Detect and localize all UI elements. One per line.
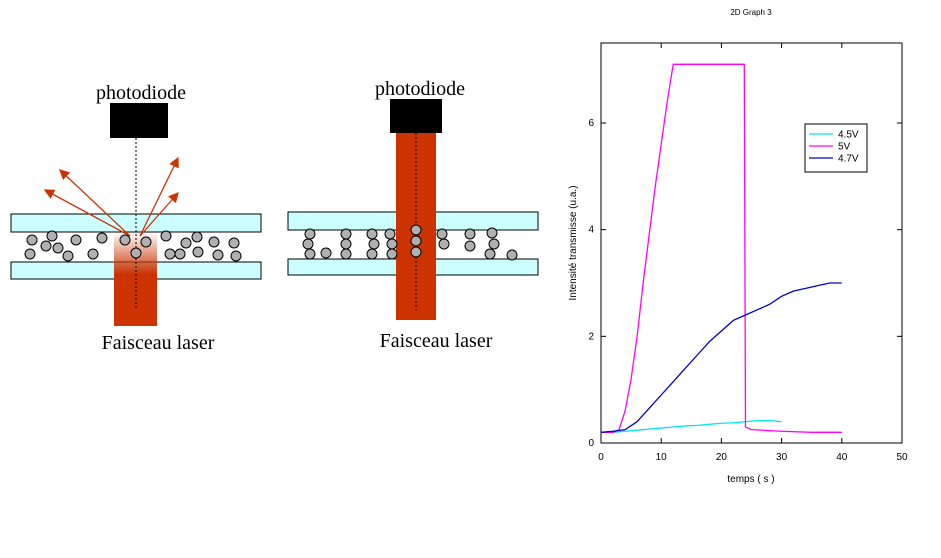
legend-label: 5V [838, 142, 851, 153]
legend-label: 4.5V [838, 130, 859, 141]
x-tick-label: 20 [716, 452, 728, 463]
diagram-label: photodiode [375, 78, 465, 100]
y-tick-label: 4 [588, 225, 594, 236]
particles [302, 224, 518, 261]
diagram-scattering: photodiode Faisceau laser [10, 82, 262, 354]
diagram-label: Faisceau laser [380, 330, 493, 352]
x-tick-label: 40 [836, 452, 848, 463]
diagram-aligned: photodiode Faisceau laser [287, 78, 539, 352]
x-tick-label: 10 [656, 452, 668, 463]
chart: 2D Graph 3 temps ( s ) Intensité transmi… [568, 8, 908, 485]
data-line [600, 282, 842, 433]
x-tick-label: 30 [776, 452, 788, 463]
chart-title: 2D Graph 3 [730, 8, 772, 17]
x-tick-label: 0 [598, 452, 604, 463]
photodiode [110, 103, 168, 138]
y-tick-label: 0 [588, 438, 594, 449]
data-line [601, 419, 782, 433]
legend-label: 4.7V [838, 154, 859, 165]
x-tick-label: 50 [896, 452, 908, 463]
scatter-arrows [43, 156, 179, 237]
x-axis-label: temps ( s ) [727, 474, 774, 485]
y-tick-label: 6 [588, 118, 594, 129]
photodiode [390, 99, 442, 133]
legend-box [804, 123, 868, 173]
diagram-label: photodiode [96, 82, 186, 104]
plot-frame [600, 42, 903, 444]
particles [24, 230, 242, 262]
y-axis-label: Intensité transmisse (u.a.) [568, 185, 579, 300]
data-line [601, 63, 842, 433]
diagram-label: Faisceau laser [102, 332, 215, 354]
y-tick-label: 2 [588, 331, 594, 342]
